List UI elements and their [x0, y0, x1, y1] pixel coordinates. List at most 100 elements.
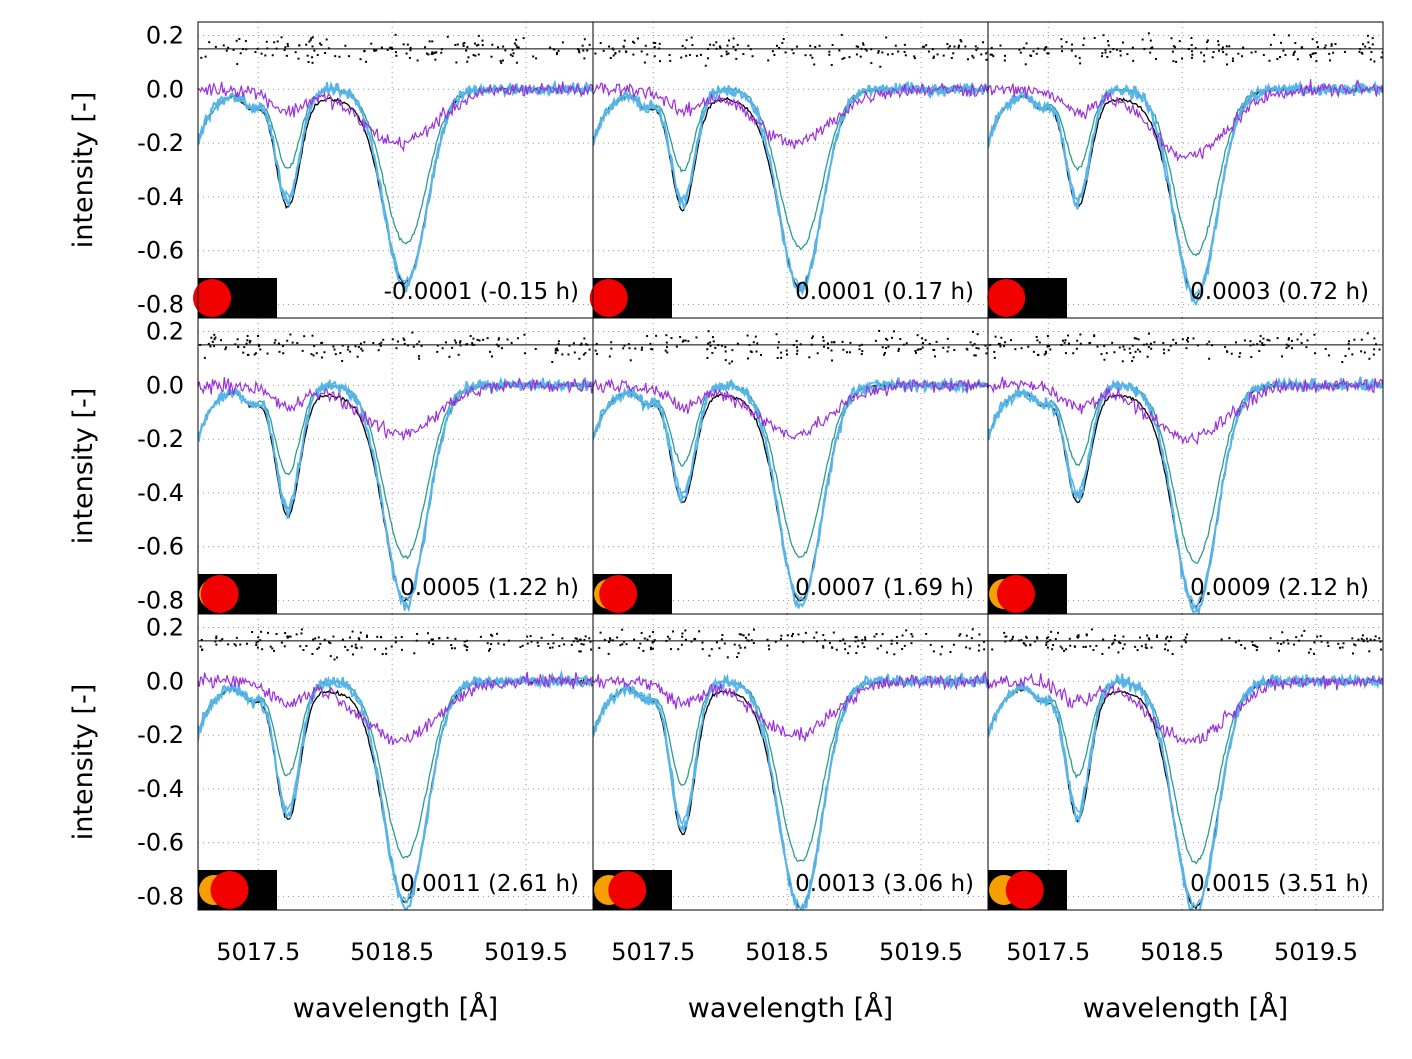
- residual-dot: [1360, 637, 1363, 640]
- residual-dot: [214, 45, 217, 48]
- residual-dot: [599, 42, 602, 45]
- residual-dot: [609, 57, 612, 60]
- residual-dot: [648, 635, 651, 638]
- residual-dot: [440, 48, 443, 51]
- residual-dot: [515, 61, 518, 64]
- residual-dot: [681, 635, 684, 638]
- residual-dot: [808, 356, 811, 359]
- residual-dot: [563, 643, 566, 646]
- residual-dot: [391, 338, 394, 341]
- residual-dot: [581, 44, 584, 47]
- residual-dot: [738, 633, 741, 636]
- residual-dot: [811, 56, 814, 59]
- residual-dot: [1361, 634, 1364, 637]
- residual-dot: [334, 55, 337, 58]
- residual-dot: [885, 337, 888, 340]
- residual-dot: [1327, 354, 1330, 357]
- residual-dot: [400, 648, 403, 651]
- residual-dot: [947, 346, 950, 349]
- residual-dot: [1324, 347, 1327, 350]
- residual-dot: [312, 638, 315, 641]
- residual-dot: [1020, 347, 1023, 350]
- residual-dot: [1118, 641, 1121, 644]
- residual-dot: [572, 640, 575, 643]
- residual-dot: [557, 343, 560, 346]
- residual-dot: [1178, 40, 1181, 43]
- residual-dot: [1293, 50, 1296, 53]
- residual-dot: [1366, 34, 1369, 37]
- residual-dot: [1079, 333, 1082, 336]
- residual-dot: [213, 333, 216, 336]
- residual-dot: [299, 645, 302, 648]
- residual-dot: [695, 336, 698, 339]
- residual-dot: [214, 336, 217, 339]
- residual-dot: [797, 633, 800, 636]
- residual-dot: [1238, 355, 1241, 358]
- residual-dot: [927, 50, 930, 53]
- residual-dot: [1296, 338, 1299, 341]
- residual-dot: [360, 646, 363, 649]
- residual-dot: [1126, 53, 1129, 56]
- residual-dot: [848, 645, 851, 648]
- residual-dot: [506, 338, 509, 341]
- residual-dot: [1048, 345, 1051, 348]
- residual-dot: [901, 634, 904, 637]
- plot-area: [198, 33, 593, 293]
- residual-dot: [313, 49, 316, 52]
- residual-dot: [1190, 37, 1193, 40]
- residual-dot: [1146, 634, 1149, 637]
- residual-dot: [767, 644, 770, 647]
- residual-dot: [706, 348, 709, 351]
- residual-dot: [948, 45, 951, 48]
- residual-dot: [266, 352, 269, 355]
- residual-dot: [684, 629, 687, 632]
- residual-dot: [276, 40, 279, 43]
- residual-dot: [1166, 635, 1169, 638]
- residual-dot: [584, 635, 587, 638]
- residual-dot: [913, 55, 916, 58]
- residual-dot: [1282, 49, 1285, 52]
- residual-dot: [715, 41, 718, 44]
- residual-dot: [858, 348, 861, 351]
- residual-dot: [556, 53, 559, 56]
- residual-dot: [709, 341, 712, 344]
- residual-dot: [1268, 339, 1271, 342]
- residual-dot: [621, 628, 624, 631]
- residual-dot: [916, 334, 919, 337]
- residual-dot: [245, 342, 248, 345]
- residual-dots: [199, 331, 591, 364]
- residual-dot: [792, 343, 795, 346]
- residual-dot: [582, 643, 585, 646]
- residual-dot: [242, 351, 245, 354]
- residual-dot: [1022, 47, 1025, 50]
- residual-dot: [391, 48, 394, 51]
- residual-dot: [220, 339, 223, 342]
- residual-dot: [1292, 53, 1295, 56]
- residual-dot: [1190, 50, 1193, 53]
- residual-dot: [830, 64, 833, 67]
- residual-dot: [932, 55, 935, 58]
- residual-dot: [394, 641, 397, 644]
- residual-dot: [572, 342, 575, 345]
- residual-dot: [356, 355, 359, 358]
- panel-1: -0.0001 (-0.15 h): [193, 21, 594, 319]
- residual-dot: [651, 631, 654, 634]
- phase-label: 0.0009 (2.12 h): [1190, 575, 1369, 601]
- residual-dot: [642, 649, 645, 652]
- residual-dot: [828, 53, 831, 56]
- residual-dot: [1297, 639, 1300, 642]
- series-purple-line: [988, 672, 1383, 745]
- residual-dot: [1085, 633, 1088, 636]
- residual-dot: [658, 47, 661, 50]
- residual-dot: [1251, 640, 1254, 643]
- residual-dot: [249, 340, 252, 343]
- residual-dot: [462, 42, 465, 45]
- residual-dot: [732, 37, 735, 40]
- residual-dot: [1284, 54, 1287, 57]
- residual-dot: [780, 634, 783, 637]
- residual-dot: [1296, 58, 1299, 61]
- residual-dot: [1010, 339, 1013, 342]
- residual-dot: [556, 349, 559, 352]
- residual-dot: [1060, 38, 1063, 41]
- residual-dot: [744, 636, 747, 639]
